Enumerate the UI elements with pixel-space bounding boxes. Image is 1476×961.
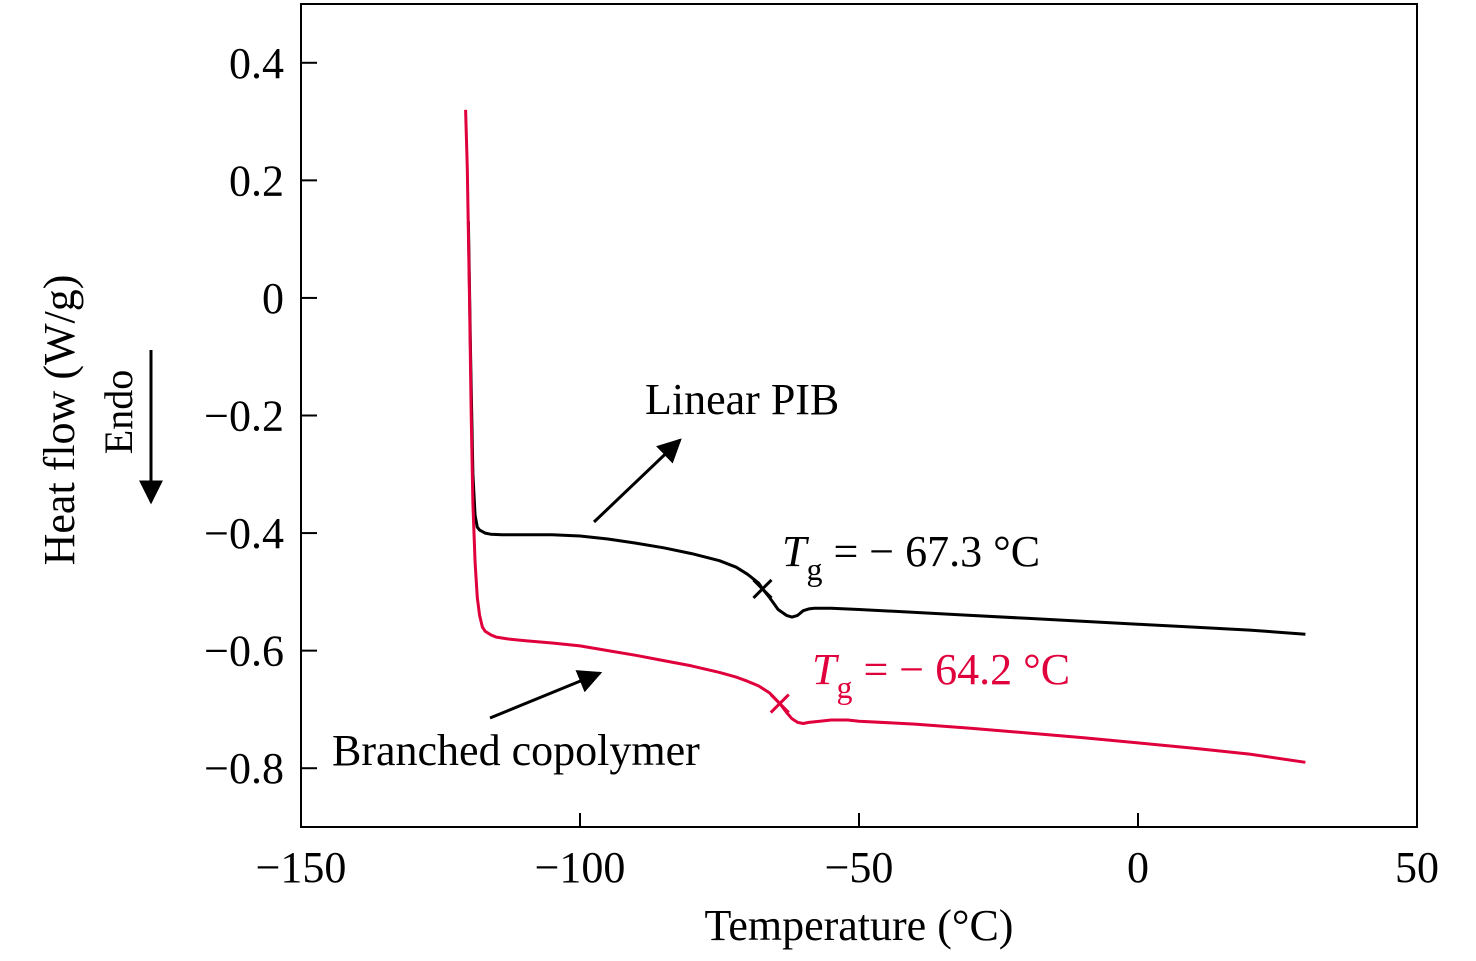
tg-marker-stroke: [752, 578, 773, 599]
linear-pib-pointer-arrow: [592, 438, 682, 524]
branched-tg-annotation: Tg = − 64.2 °C: [812, 645, 1070, 705]
linear-tg-annotation: Tg = − 67.3 °C: [782, 527, 1040, 587]
x-axis-label: Temperature (°C): [705, 901, 1014, 950]
linear-pib-label: Linear PIB: [645, 375, 839, 424]
linear-tg-marker: [752, 578, 773, 599]
branched-copolymer-series-line: [464, 109, 1306, 764]
plot-frame: [300, 3, 1418, 828]
y-tick-label: −0.8: [204, 744, 284, 793]
y-tick-label: −0.2: [204, 392, 284, 441]
branched-copolymer-label: Branched copolymer: [332, 726, 700, 775]
y-tick-label: 0.4: [229, 39, 284, 88]
x-axis-ticks: −150 −100 −50 0 50: [256, 813, 1439, 892]
endo-label: Endo: [96, 370, 141, 454]
tg-marker-stroke: [769, 693, 790, 714]
y-tick-label: 0.2: [229, 156, 284, 205]
branched-tg-marker: [769, 693, 790, 714]
x-tick-label: 0: [1127, 843, 1149, 892]
branched-pointer-arrow: [489, 670, 603, 720]
y-tick-label: 0: [262, 274, 284, 323]
y-tick-label: −0.6: [204, 627, 284, 676]
x-tick-label: 50: [1395, 843, 1439, 892]
y-axis-ticks: 0.4 0.2 0 −0.2 −0.4 −0.6 −0.8: [204, 39, 317, 793]
x-tick-label: −50: [825, 843, 894, 892]
x-tick-label: −100: [535, 843, 626, 892]
x-tick-label: −150: [256, 843, 347, 892]
y-tick-label: −0.4: [204, 509, 284, 558]
y-axis-label: Heat flow (W/g): [35, 275, 84, 566]
